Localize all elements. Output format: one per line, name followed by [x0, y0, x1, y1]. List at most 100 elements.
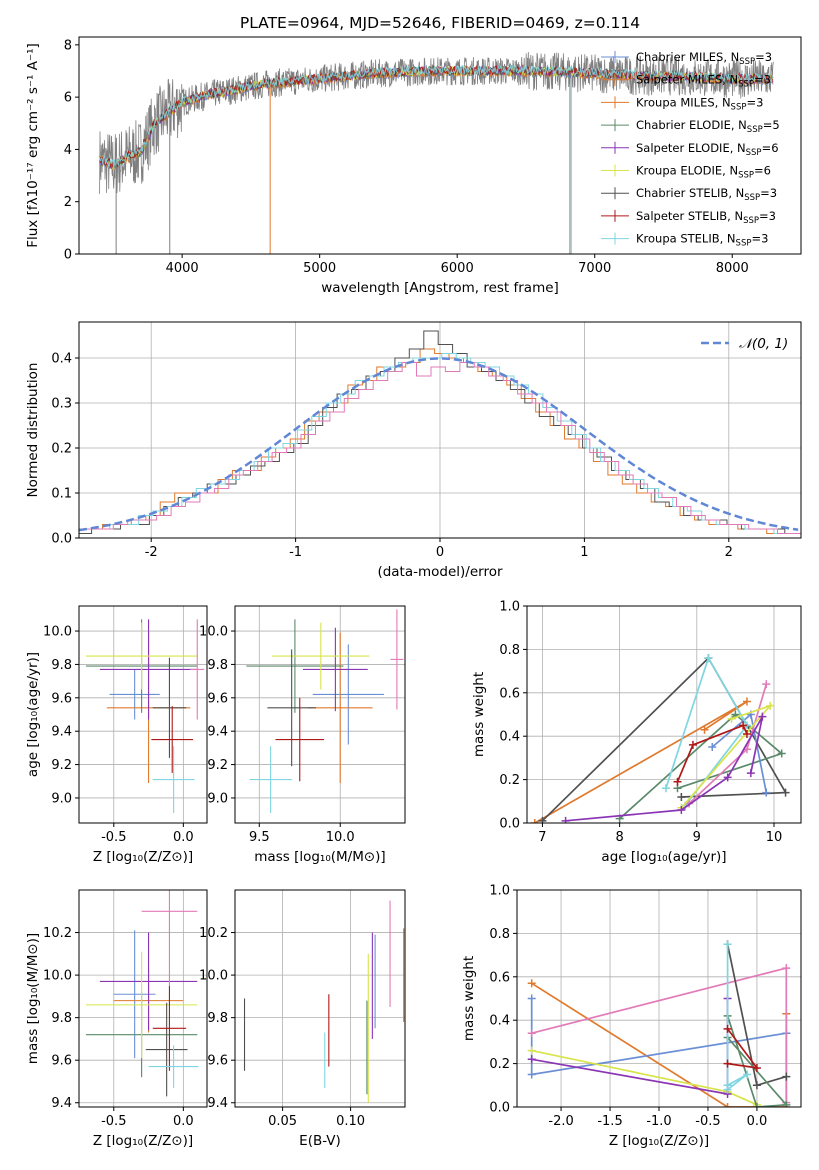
axes-frame: [78, 605, 208, 824]
y-tick-label: 10.0: [199, 969, 228, 984]
mass-weight-point: [527, 994, 536, 1003]
x-tick-label: 2: [725, 545, 733, 560]
y-tick-label: 0.6: [489, 970, 510, 985]
y-tick-label: 2: [64, 195, 72, 210]
y-tick-label: 0.8: [489, 927, 510, 942]
mass-weight-point: [782, 964, 791, 973]
mass-weight-point: [527, 1070, 536, 1079]
y-tick-label: 1.0: [489, 884, 510, 899]
y-tick-label: 0.3: [51, 397, 72, 412]
x-tick-label: 9.5: [249, 830, 270, 845]
mass-weight-point: [742, 730, 751, 739]
x-tick-label: 8000: [716, 261, 749, 276]
model-spectrum-line: [99, 64, 774, 169]
axes-frame: [234, 889, 406, 1108]
y-tick-label: 9.4: [207, 725, 228, 740]
x-tick-label: -1.0: [646, 1114, 671, 1129]
gaussian-curve: [79, 357, 799, 532]
x-tick-label: 10.0: [326, 830, 355, 845]
figure-title: PLATE=0964, MJD=52646, FIBERID=0469, z=0…: [240, 14, 640, 32]
x-tick-label: 6000: [441, 261, 474, 276]
mass-weight-point: [723, 940, 732, 949]
y-axis-label: mass weight: [471, 672, 487, 757]
mass-weight-point: [723, 1024, 732, 1033]
x-tick-label: -0.5: [695, 1114, 720, 1129]
x-axis-label: wavelength [Angstrom, rest frame]: [321, 280, 559, 296]
axes-frame: [78, 321, 802, 539]
x-tick-label: -1.5: [597, 1114, 622, 1129]
y-tick-label: 10.0: [43, 625, 72, 640]
y-tick-label: 9.4: [51, 1096, 72, 1111]
legend-entry: Kroupa STELIB, NSSP=3: [636, 232, 768, 249]
x-axis-label: E(B-V): [299, 1133, 341, 1149]
mass-weight-point: [781, 788, 790, 797]
y-tick-label: 10.0: [43, 969, 72, 984]
x-tick-label: 0: [436, 545, 444, 560]
x-tick-label: -0.5: [101, 830, 126, 845]
observed-spectrum-line: [99, 51, 774, 194]
y-tick-label: 0.0: [489, 1101, 510, 1116]
y-tick-label: 9.6: [207, 1054, 228, 1069]
x-axis-label: Z [log₁₀(Z/Z⊙)]: [93, 849, 193, 865]
spectrum-data: [99, 51, 774, 254]
mass-weight-point: [708, 743, 717, 752]
y-tick-label: 0.6: [499, 686, 520, 701]
legend-entry: Kroupa MILES, NSSP=3: [636, 95, 763, 112]
mass-weight-point: [561, 816, 570, 823]
mass-weight-point: [746, 769, 755, 778]
y-tick-label: 9.8: [207, 1011, 228, 1026]
legend-entry: Kroupa ELODIE, NSSP=6: [636, 164, 771, 181]
y-tick-label: 0.4: [489, 1014, 510, 1029]
mass-weight-point: [743, 1070, 752, 1079]
y-tick-label: 9.6: [207, 691, 228, 706]
mass-weight-point: [782, 1072, 791, 1081]
y-tick-label: 0.4: [499, 730, 520, 745]
mass-weight-point: [661, 784, 670, 793]
x-tick-label: -1: [289, 545, 302, 560]
mass-weight-data: [530, 654, 790, 823]
mass-vs-EBV-panel: 0.05 0.10 9.4 9.6 9.8 10.0 10.2 E(B-V): [199, 889, 406, 1149]
mass-weight-point: [704, 654, 713, 663]
y-tick-label: 9.4: [207, 1096, 228, 1111]
x-tick-label: 7000: [578, 261, 611, 276]
massweight-vs-Z-panel: -2.0 -1.5 -1.0 -0.5 0.0 0.0 0.2 0.4 0.6 0.8 1.0 Z […: [461, 884, 802, 1149]
axes-frame: [516, 889, 802, 1108]
mass-weight-point: [527, 979, 536, 988]
x-tick-label: 0.0: [173, 1114, 194, 1129]
mass-weight-data: [527, 940, 791, 1107]
y-tick-label: 9.8: [51, 658, 72, 673]
y-tick-label: 0.8: [499, 643, 520, 658]
y-tick-label: 9.4: [51, 725, 72, 740]
errorbar-data: [243, 900, 405, 1103]
x-axis-label: Z [log₁₀(Z/Z⊙)]: [609, 1133, 709, 1149]
mass-weight-line: [676, 724, 748, 783]
y-tick-label: 9.8: [51, 1011, 72, 1026]
mass-weight-point: [673, 777, 682, 786]
mass-weight-point: [688, 740, 697, 749]
legend-entry: 𝒩(0, 1): [739, 336, 788, 352]
x-tick-label: 0.10: [336, 1114, 365, 1129]
mass-weight-point: [782, 1100, 791, 1107]
spectrum-panel: 4000 5000 6000 7000 8000 0 2 4 6 8 wavelength [Ang…: [25, 36, 802, 296]
y-tick-label: 9.0: [207, 791, 228, 806]
mass-weight-point: [527, 1055, 536, 1064]
model-spectrum-line: [99, 64, 773, 168]
y-tick-label: 0.2: [499, 773, 520, 788]
mass-weight-point: [723, 1059, 732, 1068]
axes-frame: [234, 605, 406, 824]
x-tick-label: 0.05: [268, 1114, 297, 1129]
histogram-data: [79, 330, 801, 534]
y-tick-label: 6: [64, 91, 72, 106]
mass-weight-point: [527, 1046, 536, 1055]
mass-weight-point: [677, 805, 686, 814]
y-tick-label: 9.0: [51, 791, 72, 806]
x-tick-label: 10: [766, 830, 783, 845]
mass-weight-line: [680, 703, 773, 809]
y-tick-label: 0.2: [51, 442, 72, 457]
legend-entry: Chabrier ELODIE, NSSP=5: [636, 118, 780, 135]
y-axis-label: mass [log₁₀(M/M⊙)]: [25, 933, 41, 1064]
y-tick-label: 9.8: [207, 658, 228, 673]
x-tick-label: 0.0: [173, 830, 194, 845]
y-axis-label: age [log₁₀(age/yr)]: [25, 652, 41, 777]
